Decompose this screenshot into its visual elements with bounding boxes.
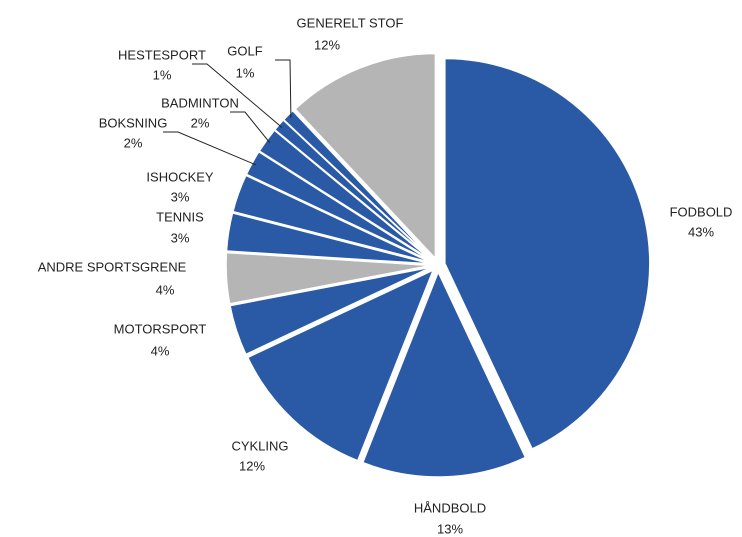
slice-value: 4% (156, 282, 175, 297)
slice-label: FODBOLD (670, 204, 733, 219)
slice-value: 3% (171, 189, 190, 204)
slice-label: CYKLING (231, 438, 288, 453)
slice-value: 13% (437, 521, 463, 536)
slice-label: MOTORSPORT (114, 321, 207, 336)
slice-label: ISHOCKEY (146, 169, 214, 184)
pie-slice (225, 251, 432, 305)
slice-value: 2% (191, 115, 210, 130)
slice-value: 12% (314, 37, 340, 52)
slice-value: 1% (153, 67, 172, 82)
pie-slice (294, 52, 437, 261)
pie-slice (246, 268, 435, 462)
slice-value: 3% (171, 230, 190, 245)
pie-slice (225, 212, 432, 265)
pie-slice (444, 57, 651, 450)
slice-label: BOKSNING (99, 115, 168, 130)
slice-value: 43% (688, 224, 714, 239)
pie-slice (282, 109, 434, 261)
slice-label: ANDRE SPORTSGRENE (38, 259, 187, 274)
slice-label: TENNIS (156, 209, 204, 224)
leader-line (230, 111, 271, 144)
slice-label: BADMINTON (161, 95, 239, 110)
slice-value: 2% (124, 135, 143, 150)
slice-label: GOLF (227, 43, 262, 58)
slice-label: GENERELT STOF (297, 15, 404, 30)
slice-value: 1% (236, 65, 255, 80)
leader-line (163, 131, 256, 166)
pie-slice (361, 270, 527, 478)
leader-line (275, 59, 292, 118)
leader-line (192, 63, 283, 128)
slice-label: HESTESPORT (118, 47, 206, 62)
slice-label: HÅNDBOLD (414, 500, 486, 515)
pie-slice (231, 174, 432, 264)
slice-value: 4% (151, 343, 170, 358)
slice-value: 12% (239, 458, 265, 473)
pie-slice (229, 266, 432, 356)
